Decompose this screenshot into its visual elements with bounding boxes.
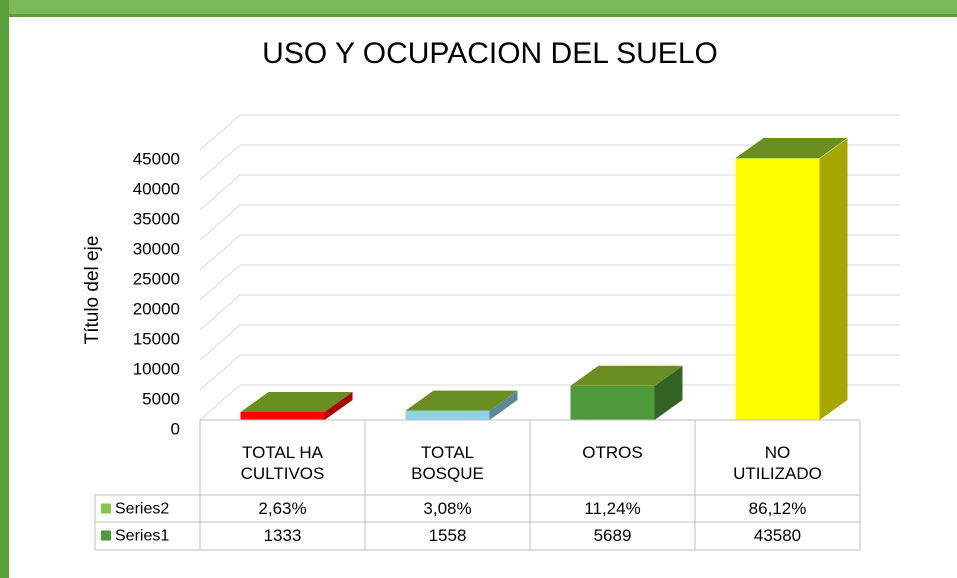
- y-tick-label: 25000: [133, 269, 180, 288]
- top-strip: [0, 0, 957, 14]
- bar-side: [819, 138, 848, 420]
- table-value: 86,12%: [749, 499, 807, 518]
- bar-top: [570, 365, 683, 386]
- bar-front: [240, 412, 325, 420]
- grid-line: [199, 324, 900, 361]
- bar-side: [654, 365, 683, 420]
- chart-title: USO Y OCUPACION DEL SUELO: [262, 37, 718, 70]
- table-value: 1333: [264, 526, 302, 545]
- legend-key: [101, 503, 111, 514]
- x-tick-label: OTROS: [582, 443, 643, 462]
- y-tick-label: 10000: [133, 359, 180, 378]
- y-tick-label: 0: [171, 419, 180, 438]
- grid-line: [199, 294, 900, 331]
- legend-key: [101, 530, 111, 541]
- y-tick-label: 5000: [142, 389, 180, 408]
- x-tick-label: NO UTILIZADO: [733, 443, 822, 483]
- y-tick-label: 30000: [133, 239, 180, 258]
- bar-front: [405, 410, 490, 420]
- table-value: 11,24%: [584, 499, 640, 518]
- table-value: 43580: [754, 526, 801, 545]
- y-tick-label: 45000: [133, 149, 180, 168]
- top-border: [9, 14, 957, 17]
- table-value: 3,08%: [423, 499, 471, 518]
- legend-label: Series2: [115, 501, 169, 518]
- grid-line: [199, 114, 900, 151]
- grid-line: [199, 234, 900, 271]
- bar-top: [735, 138, 848, 159]
- table-value: 2,63%: [258, 499, 306, 518]
- grid-line: [199, 144, 900, 181]
- grid-line: [199, 204, 900, 241]
- grid-line: [199, 174, 900, 211]
- bar-side: [489, 390, 518, 420]
- left-border: [0, 0, 9, 578]
- y-axis-title: Título del eje: [82, 236, 103, 345]
- x-tick-label: TOTAL BOSQUE: [411, 443, 484, 483]
- x-tick-label: TOTAL HA CULTIVOS: [240, 443, 325, 483]
- bar-front: [570, 385, 655, 420]
- y-tick-label: 20000: [133, 299, 180, 318]
- y-tick-label: 40000: [133, 179, 180, 198]
- bar-front: [735, 158, 820, 420]
- y-tick-label: 15000: [133, 329, 180, 348]
- bar-stack: [735, 158, 820, 159]
- table-value: 5689: [594, 526, 632, 545]
- grid-line: [199, 264, 900, 301]
- grid-line: [199, 354, 900, 391]
- legend-label: Series1: [115, 528, 169, 545]
- bar-top: [405, 390, 518, 411]
- bar-top: [240, 391, 353, 412]
- bar-side: [324, 392, 353, 420]
- y-tick-label: 35000: [133, 209, 180, 228]
- table-value: 1558: [429, 526, 467, 545]
